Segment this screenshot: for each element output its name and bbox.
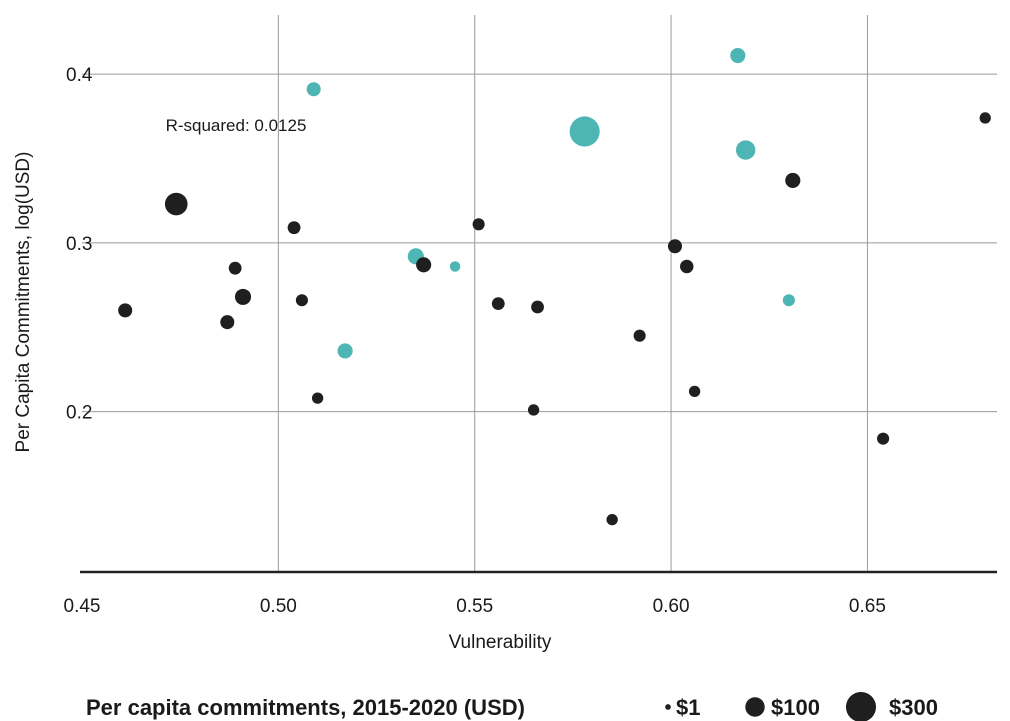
grid-lines [82, 15, 997, 572]
data-point [306, 82, 321, 97]
legend-items: $1 $100 $300 [665, 691, 938, 721]
legend-label: $300 [889, 695, 938, 720]
x-tick-label: 0.45 [64, 596, 101, 617]
data-point [782, 294, 795, 307]
legend-marker [845, 691, 877, 721]
data-point [979, 112, 991, 124]
data-point [164, 192, 188, 216]
data-point [118, 303, 133, 318]
x-tick-labels: 0.45 0.50 0.55 0.60 0.65 [64, 596, 886, 617]
x-axis-title: Vulnerability [449, 632, 552, 653]
x-tick-label: 0.65 [849, 596, 886, 617]
data-point [877, 432, 890, 445]
data-point [730, 47, 746, 64]
data-point [680, 259, 694, 274]
data-point [735, 140, 756, 160]
data-point [472, 218, 485, 231]
y-tick-label: 0.3 [66, 234, 92, 255]
data-point [337, 343, 353, 359]
x-tick-label: 0.55 [456, 596, 493, 617]
data-point [785, 172, 801, 188]
legend-label: $1 [676, 695, 700, 720]
data-point [491, 297, 505, 311]
data-point [311, 392, 324, 404]
data-point [234, 288, 252, 305]
data-point [633, 329, 646, 342]
y-tick-label: 0.2 [66, 403, 92, 424]
legend-marker [745, 697, 765, 717]
legend-label: $100 [771, 695, 820, 720]
legend-title: Per capita commitments, 2015-2020 (USD) [86, 695, 525, 720]
data-point [449, 261, 461, 272]
x-tick-label: 0.60 [653, 596, 690, 617]
y-tick-labels: 0.2 0.3 0.4 [66, 65, 93, 424]
data-point [416, 257, 432, 273]
data-point [606, 514, 618, 526]
data-point [531, 300, 544, 314]
data-point [295, 294, 308, 307]
data-point [228, 261, 242, 275]
data-point [220, 315, 235, 330]
data-point [688, 385, 701, 398]
legend-marker [665, 704, 671, 710]
x-tick-label: 0.50 [260, 596, 297, 617]
r-squared-annotation: R-squared: 0.0125 [166, 116, 307, 135]
y-axis-title: Per Capita Commitments, log(USD) [13, 152, 34, 453]
size-legend: Per capita commitments, 2015-2020 (USD) … [86, 691, 938, 721]
data-point [667, 239, 682, 254]
data-point [287, 221, 301, 235]
data-point [569, 116, 600, 147]
y-tick-label: 0.4 [66, 65, 93, 86]
data-points [118, 47, 991, 526]
data-point [527, 404, 540, 416]
